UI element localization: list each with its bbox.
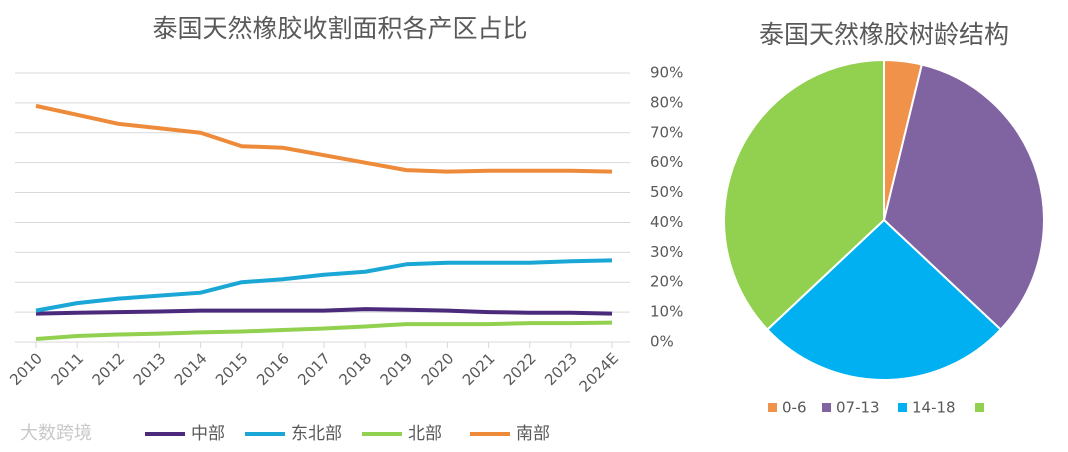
legend-swatch [822,403,831,412]
legend-label: 14-18 [912,399,956,417]
x-tick-label: 2018 [335,349,375,389]
y-tick-label: 10% [650,303,683,321]
series-line [35,320,613,342]
x-tick-label: 2021 [459,349,499,389]
y-tick-label: 50% [650,183,683,201]
legend-label: 北部 [408,424,442,444]
watermark: 大数跨境 [20,423,92,444]
x-tick-label: 2011 [47,349,87,389]
y-tick-label: 0% [650,333,674,351]
legend-swatch [768,403,777,412]
x-tick-label: 2024E [576,349,622,395]
legend-label: 中部 [191,424,225,444]
series-line [35,307,613,316]
legend-label: 东北部 [291,424,342,444]
y-tick-label: 40% [650,213,683,231]
series-line [35,103,613,174]
x-tick-label: 2012 [89,349,129,389]
legend-swatch [898,403,907,412]
x-tick-label: 2016 [253,349,293,389]
y-tick-label: 60% [650,153,683,171]
line-chart-title: 泰国天然橡胶收割面积各产区占比 [152,14,527,43]
y-tick-label: 20% [650,273,683,291]
pie-slice [765,218,1003,381]
pie-slice [882,63,1045,331]
series-line [35,258,613,313]
x-tick-label: 2019 [377,349,417,389]
x-tick-label: 2022 [500,349,540,389]
x-tick-label: 2020 [418,349,458,389]
y-tick-label: 80% [650,93,683,111]
x-tick-label: 2015 [212,349,252,389]
legend-swatch [975,403,984,412]
y-tick-label: 70% [650,123,683,141]
pie-slice [723,58,885,331]
x-tick-label: 2013 [130,349,170,389]
x-tick-label: 2017 [294,349,334,389]
pie-chart-title: 泰国天然橡胶树龄结构 [759,20,1009,49]
y-tick-label: 90% [650,64,683,82]
x-tick-label: 2014 [171,349,211,389]
legend-label: 南部 [516,424,550,444]
x-tick-label: 2010 [6,349,46,389]
y-tick-label: 30% [650,243,683,261]
legend-label: 07-13 [836,399,880,417]
legend-label: 0-6 [782,399,807,417]
